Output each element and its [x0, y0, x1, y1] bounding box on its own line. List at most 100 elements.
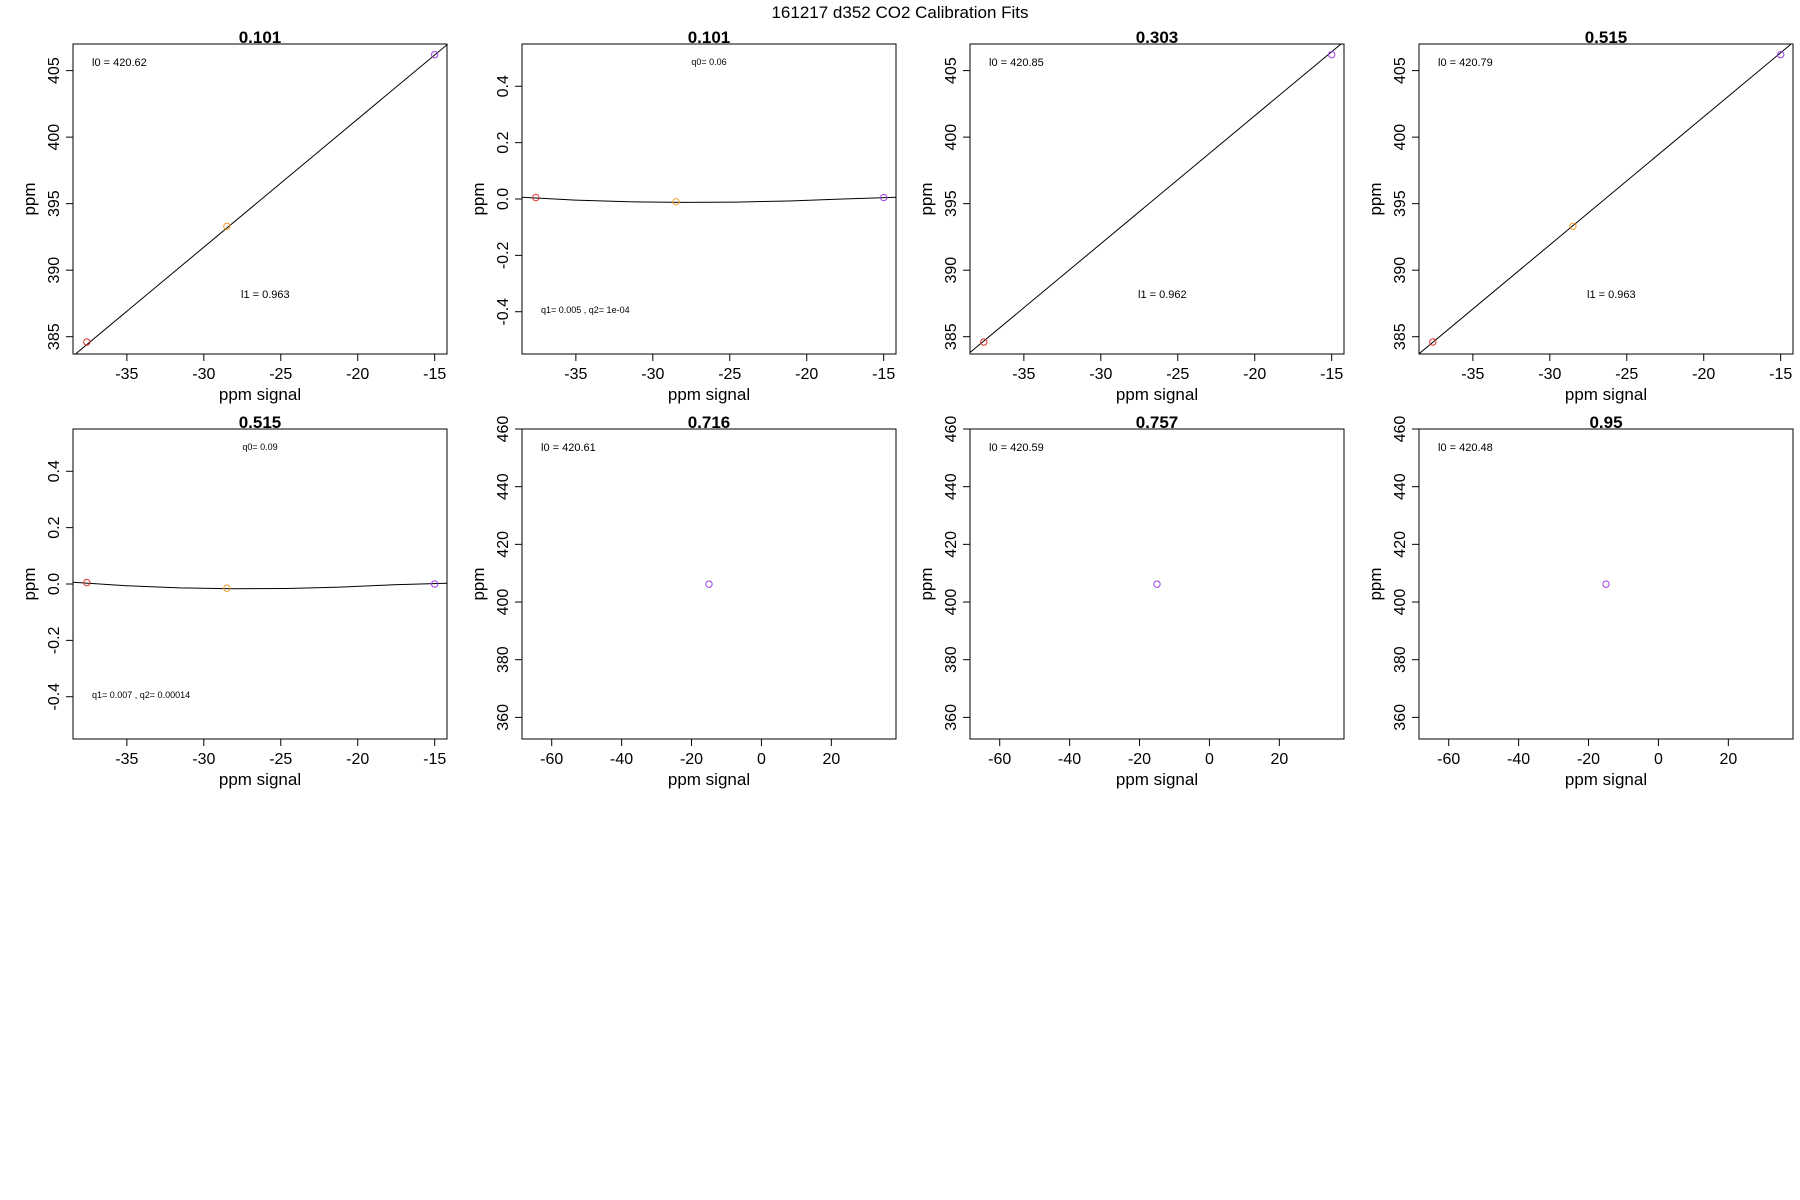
x-tick-label: -60	[1437, 751, 1460, 768]
plot-frame	[969, 43, 1345, 355]
x-axis: -35 -30 -25 -20 -15 ppm signal	[115, 738, 446, 789]
y-axis: -0.4 -0.2 0.0 0.2 0.4 ppm	[469, 75, 523, 326]
y-tick-label: 460	[495, 416, 512, 443]
x-tick-label: -30	[641, 366, 664, 383]
x-tick-label: -20	[1243, 366, 1266, 383]
y-tick-label: 405	[943, 57, 960, 84]
chart-panel-4: 0.515 -35 -30 -25 -20 -15 ppm signal 385 390 395 4…	[1366, 28, 1794, 404]
y-tick-label: 400	[1392, 589, 1409, 616]
y-tick-label: 440	[1392, 473, 1409, 500]
fit-annotation: l0 = 420.59	[989, 442, 1044, 454]
x-tick-label: -30	[1089, 366, 1112, 383]
data-point	[1602, 580, 1610, 588]
y-tick-label: 460	[943, 416, 960, 443]
y-tick-label: 385	[1392, 323, 1409, 350]
x-axis-label: ppm signal	[219, 385, 301, 404]
panel-title: 0.101	[688, 28, 731, 47]
y-tick-label: 0.0	[495, 188, 512, 210]
y-tick-label: 400	[943, 124, 960, 151]
x-tick-label: -60	[540, 751, 563, 768]
x-axis-label: ppm signal	[1565, 385, 1647, 404]
data-point	[430, 580, 439, 588]
data-point	[223, 584, 231, 592]
figure-title: 161217 d352 CO2 Calibration Fits	[771, 3, 1028, 22]
x-tick-label: -20	[795, 366, 818, 383]
x-tick-label: -40	[1507, 751, 1530, 768]
fit-line	[73, 581, 447, 590]
y-tick-label: 0.2	[46, 516, 63, 538]
y-tick-label: 0.2	[495, 131, 512, 153]
panel-title: 0.303	[1136, 28, 1179, 47]
x-tick-label: -15	[423, 751, 446, 768]
panel-title: 0.515	[239, 413, 282, 432]
y-tick-label: 400	[46, 124, 63, 151]
y-axis-label: ppm	[20, 567, 39, 600]
data-point	[430, 50, 439, 59]
x-tick-label: -25	[718, 366, 741, 383]
y-axis-label: ppm	[917, 182, 936, 215]
y-tick-label: 400	[1392, 124, 1409, 151]
x-tick-label: 20	[1270, 751, 1288, 768]
panel-title: 0.95	[1589, 413, 1622, 432]
y-tick-label: 460	[1392, 416, 1409, 443]
x-axis-label: ppm signal	[1116, 385, 1198, 404]
x-tick-label: -40	[1058, 751, 1081, 768]
x-tick-label: -25	[1166, 366, 1189, 383]
y-tick-label: 360	[943, 704, 960, 731]
data-point	[1429, 338, 1437, 346]
y-tick-label: 400	[943, 589, 960, 616]
fit-annotation: l1 = 0.963	[241, 289, 290, 301]
panel-title: 0.101	[239, 28, 282, 47]
x-tick-label: -35	[564, 366, 587, 383]
x-tick-label: -30	[192, 366, 215, 383]
y-tick-label: -0.4	[46, 683, 63, 711]
y-axis: 360 380 400 420 440 460 ppm	[917, 416, 971, 731]
x-tick-label: -60	[988, 751, 1011, 768]
fit-line	[522, 196, 896, 203]
y-axis: 385 390 395 400 405 ppm	[917, 57, 971, 350]
y-tick-label: 0.0	[46, 573, 63, 595]
plot-frame	[521, 428, 897, 740]
y-tick-label: 420	[495, 531, 512, 558]
fit-line	[74, 44, 447, 354]
x-axis: -60 -40 -20 0 20 ppm signal	[1437, 738, 1737, 789]
fit-annotation: l0 = 420.79	[1438, 57, 1493, 69]
data-point	[980, 338, 988, 346]
y-axis-label: ppm	[469, 182, 488, 215]
x-tick-label: -20	[1577, 751, 1600, 768]
y-tick-label: 380	[943, 646, 960, 673]
x-tick-label: -15	[1769, 366, 1792, 383]
y-tick-label: 420	[1392, 531, 1409, 558]
fit-annotation: q1= 0.007 , q2= 0.00014	[92, 690, 190, 700]
data-point	[1327, 50, 1336, 59]
y-axis-label: ppm	[1366, 182, 1385, 215]
y-tick-label: 0.4	[495, 75, 512, 97]
data-point	[1569, 222, 1577, 230]
data-point	[1776, 50, 1785, 59]
data-point	[879, 193, 888, 202]
y-axis: 385 390 395 400 405 ppm	[20, 57, 74, 350]
fit-annotation: l0 = 420.62	[92, 57, 147, 69]
panels-grid: 0.101 -35 -30 -25 -20 -15 ppm signal 385 390 395 4…	[20, 28, 1794, 789]
y-tick-label: 440	[495, 473, 512, 500]
x-axis: -60 -40 -20 0 20 ppm signal	[540, 738, 840, 789]
y-axis-label: ppm	[1366, 567, 1385, 600]
x-axis-label: ppm signal	[1565, 770, 1647, 789]
y-axis-label: ppm	[20, 182, 39, 215]
fit-annotation: q0= 0.06	[691, 57, 726, 67]
x-axis-label: ppm signal	[668, 385, 750, 404]
y-tick-label: -0.2	[495, 241, 512, 269]
x-tick-label: -35	[115, 366, 138, 383]
fit-annotation: l1 = 0.962	[1138, 289, 1187, 301]
x-tick-label: -35	[1012, 366, 1035, 383]
y-tick-label: 385	[943, 323, 960, 350]
data-point	[532, 193, 540, 202]
panel-title: 0.716	[688, 413, 731, 432]
x-axis: -60 -40 -20 0 20 ppm signal	[988, 738, 1288, 789]
chart-panel-1: 0.101 -35 -30 -25 -20 -15 ppm signal 385 390 395 4…	[20, 28, 448, 404]
y-axis: 385 390 395 400 405 ppm	[1366, 57, 1420, 350]
x-tick-label: 0	[757, 751, 766, 768]
plot-frame	[72, 43, 448, 355]
fit-line	[1419, 44, 1792, 354]
